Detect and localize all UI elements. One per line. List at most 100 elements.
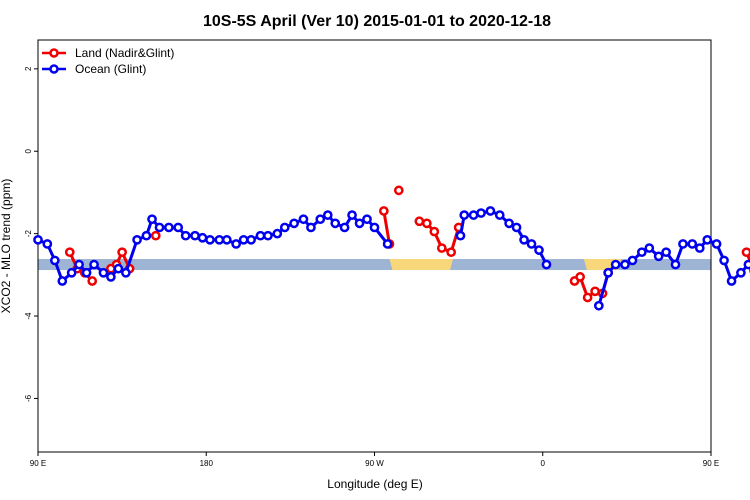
data-point: [339, 222, 350, 233]
data-point: [382, 239, 393, 249]
series-line: [382, 210, 391, 245]
data-point: [205, 234, 215, 245]
data-point: [393, 185, 404, 196]
x-axis: 90 E 180 90 W 0 90 E: [30, 452, 719, 468]
data-point: [743, 259, 750, 270]
series-ocean: [33, 206, 750, 311]
data-point: [246, 234, 256, 245]
data-point: [173, 222, 184, 233]
data-point: [511, 222, 522, 233]
data-point: [421, 218, 432, 229]
data-point: [121, 267, 131, 278]
data-point: [362, 214, 372, 225]
data-point: [263, 230, 273, 241]
data-point: [504, 218, 514, 229]
data-point: [87, 276, 98, 286]
data-point: [117, 247, 127, 258]
band-land: [389, 259, 454, 271]
data-point: [485, 206, 496, 216]
series-layer: [33, 185, 750, 311]
data-point: [446, 247, 456, 258]
data-point: [49, 255, 60, 266]
data-point: [519, 234, 529, 245]
data-point: [653, 251, 664, 262]
data-point: [459, 210, 470, 220]
data-point: [66, 267, 77, 278]
data-point: [369, 222, 380, 233]
data-point: [354, 218, 365, 229]
data-point: [736, 267, 746, 278]
data-point: [64, 247, 75, 258]
data-point: [541, 259, 552, 270]
x-tick-label: 90 E: [703, 459, 719, 468]
data-point: [644, 243, 655, 253]
data-point: [330, 218, 341, 229]
data-point: [575, 272, 585, 282]
data-point: [590, 286, 600, 297]
data-point: [694, 243, 705, 253]
data-point: [106, 272, 116, 282]
data-point: [221, 234, 232, 245]
data-point: [610, 259, 621, 270]
data-point: [526, 239, 537, 249]
data-point: [414, 216, 425, 227]
x-tick-label: 180: [200, 459, 214, 468]
y-tick-label: 2: [24, 66, 33, 71]
data-point: [113, 263, 124, 274]
data-point: [670, 259, 681, 270]
data-point: [476, 208, 486, 218]
data-point: [687, 239, 698, 249]
data-point: [429, 226, 440, 237]
data-point: [711, 239, 722, 249]
y-tick-label: -6: [24, 394, 33, 402]
data-point: [620, 259, 630, 270]
data-point: [455, 230, 466, 241]
data-point: [702, 234, 713, 245]
data-point: [741, 247, 750, 258]
data-point: [190, 230, 200, 241]
data-point: [238, 234, 249, 245]
legend-ocean-label: Ocean (Glint): [75, 62, 146, 76]
data-point: [154, 222, 165, 233]
data-point: [436, 243, 447, 253]
data-point: [180, 230, 191, 241]
data-point: [593, 300, 604, 311]
data-point: [347, 210, 357, 220]
band-ocean: [38, 259, 711, 271]
data-point: [255, 230, 266, 241]
data-point: [468, 210, 479, 220]
data-point: [636, 247, 647, 258]
data-point: [150, 230, 161, 241]
data-point: [42, 239, 53, 249]
data-point: [231, 239, 242, 249]
data-point: [322, 210, 333, 220]
data-point: [147, 214, 157, 225]
data-point: [33, 234, 43, 245]
x-axis-label: Longitude (deg E): [327, 477, 422, 491]
data-point: [141, 230, 152, 241]
data-point: [678, 239, 688, 249]
data-point: [534, 245, 544, 255]
data-point: [298, 214, 309, 225]
data-point: [164, 222, 174, 233]
data-point: [306, 222, 316, 233]
x-tick-label: 0: [541, 459, 546, 468]
data-point: [98, 267, 109, 278]
legend-land-label: Land (Nadir&Glint): [75, 46, 174, 60]
data-point: [289, 218, 299, 229]
data-point: [627, 255, 638, 266]
data-point: [74, 259, 84, 270]
data-point: [81, 267, 92, 278]
data-point: [272, 228, 283, 239]
data-point: [89, 259, 99, 270]
legend-land-marker: [49, 48, 59, 58]
data-point: [582, 292, 593, 303]
chart-title: 10S-5S April (Ver 10) 2015-01-01 to 2020…: [203, 13, 551, 30]
x-tick-label: 90 W: [365, 459, 384, 468]
plot-frame: [37, 39, 712, 453]
y-axis: 2 0 -2 -4 -6: [24, 66, 38, 402]
data-point: [494, 210, 505, 220]
legend-ocean-marker: [49, 64, 59, 74]
data-point: [315, 214, 326, 225]
